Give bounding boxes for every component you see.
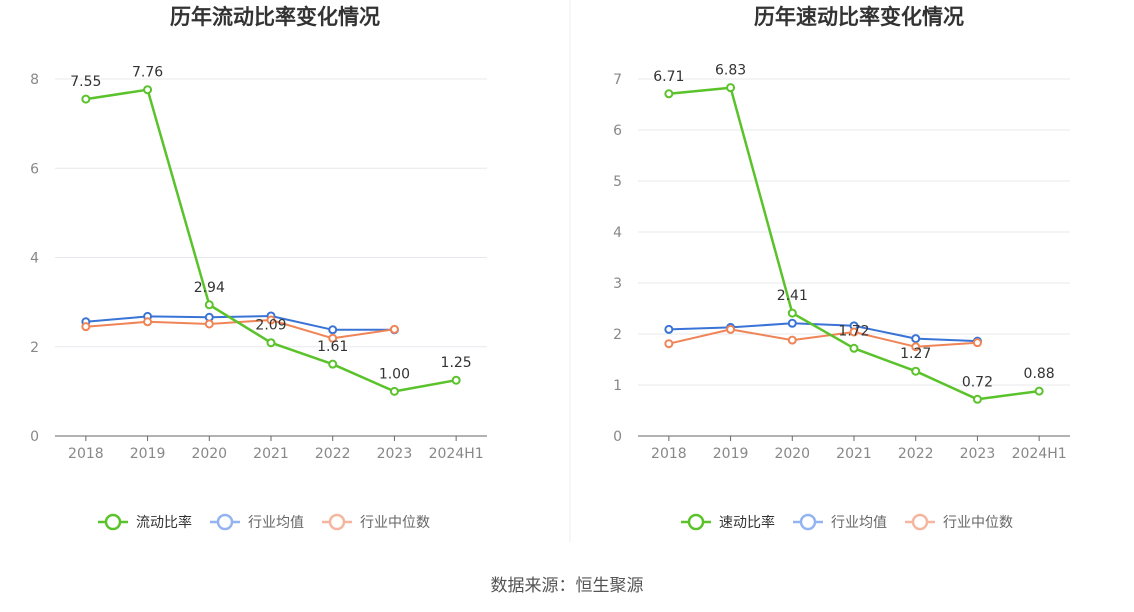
data-point-industry_avg[interactable] xyxy=(911,334,921,344)
legend-circle-icon xyxy=(911,513,929,531)
x-tick-label: 2019 xyxy=(713,446,749,462)
y-tick-label: 6 xyxy=(30,161,39,177)
y-tick-label: 8 xyxy=(30,72,39,88)
data-point-industry_median[interactable] xyxy=(266,315,276,325)
x-tick-label: 2024H1 xyxy=(429,446,484,462)
data-label: 1.72 xyxy=(838,323,869,339)
y-tick-label: 2 xyxy=(30,340,39,356)
series-line-industry_median xyxy=(85,319,395,340)
legend-label: 速动比率 xyxy=(719,514,775,531)
y-tick-label: 2 xyxy=(613,327,622,343)
legend-item-industry_avg[interactable]: 行业均值 xyxy=(210,513,304,531)
legend-item-industry_median[interactable]: 行业中位数 xyxy=(322,513,430,531)
data-point-company[interactable] xyxy=(143,85,153,95)
data-label: 1.25 xyxy=(441,355,472,371)
data-point-industry_avg[interactable] xyxy=(328,325,338,335)
y-tick-label: 3 xyxy=(613,276,622,292)
data-point-company[interactable] xyxy=(726,83,736,93)
data-point-company[interactable] xyxy=(451,375,461,385)
data-point-company[interactable] xyxy=(266,338,276,348)
chart-title: 历年流动比率变化情况 xyxy=(170,5,380,29)
legend-circle-icon xyxy=(687,513,705,531)
legend-label: 行业中位数 xyxy=(360,515,430,531)
legend-circle-icon xyxy=(328,513,346,531)
data-label: 1.27 xyxy=(900,346,931,362)
data-point-company[interactable] xyxy=(911,366,921,376)
y-tick-label: 7 xyxy=(613,72,622,88)
data-point-industry_median[interactable] xyxy=(143,317,153,327)
data-label: 2.09 xyxy=(255,318,286,334)
data-label: 6.71 xyxy=(653,69,684,85)
data-label: 0.72 xyxy=(962,374,993,390)
data-point-industry_median[interactable] xyxy=(911,342,921,352)
data-point-industry_avg[interactable] xyxy=(664,324,674,334)
quick-ratio-chart: 历年速动比率变化情况 0 1 2 3 4 5 6 7 2018 2019 2020 2021 2022 20… xyxy=(613,5,1070,531)
data-label: 0.88 xyxy=(1024,366,1055,382)
legend-item-company[interactable]: 流动比率 xyxy=(98,513,192,531)
data-point-industry_median[interactable] xyxy=(389,324,399,334)
x-tick-label: 2021 xyxy=(836,446,872,462)
data-label: 7.55 xyxy=(70,74,101,90)
data-point-industry_median[interactable] xyxy=(664,339,674,349)
current-ratio-chart: 历年流动比率变化情况 0 2 4 6 8 2018 2019 2020 2021 2022 2023 2… xyxy=(30,5,487,531)
y-tick-label: 1 xyxy=(613,378,622,394)
chart-title: 历年速动比率变化情况 xyxy=(754,5,964,29)
series-line-industry_avg xyxy=(668,322,978,343)
legend-circle-icon xyxy=(216,513,234,531)
x-tick-label: 2022 xyxy=(898,446,934,462)
data-point-industry_median[interactable] xyxy=(81,322,91,332)
data-point-industry_median[interactable] xyxy=(787,335,797,345)
data-point-company[interactable] xyxy=(972,394,982,404)
legend-item-company[interactable]: 速动比率 xyxy=(681,513,775,531)
series-line-industry_avg xyxy=(85,315,395,331)
legend-item-industry_avg[interactable]: 行业均值 xyxy=(793,513,887,531)
data-point-company[interactable] xyxy=(81,94,91,104)
data-point-company[interactable] xyxy=(849,343,859,353)
y-tick-label: 6 xyxy=(613,123,622,139)
data-point-company[interactable] xyxy=(1034,386,1044,396)
y-tick-label: 4 xyxy=(613,225,622,241)
x-tick-label: 2020 xyxy=(774,446,810,462)
legend-label: 流动比率 xyxy=(136,514,192,531)
legend-label: 行业均值 xyxy=(831,515,887,531)
x-tick-label: 2018 xyxy=(68,446,104,462)
y-tick-label: 4 xyxy=(30,251,39,267)
legend-circle-icon xyxy=(104,513,122,531)
data-point-industry_median[interactable] xyxy=(972,338,982,348)
x-tick-label: 2019 xyxy=(130,446,166,462)
series-line-industry_median xyxy=(668,328,978,348)
data-point-company[interactable] xyxy=(328,359,338,369)
data-point-industry_median[interactable] xyxy=(204,319,214,329)
data-point-industry_median[interactable] xyxy=(726,324,736,334)
x-tick-label: 2021 xyxy=(253,446,289,462)
legend-label: 行业中位数 xyxy=(943,515,1013,531)
data-label: 7.76 xyxy=(132,65,163,81)
data-point-company[interactable] xyxy=(389,386,399,396)
data-label: 1.61 xyxy=(317,339,348,355)
y-tick-label: 0 xyxy=(30,429,39,445)
x-tick-label: 2020 xyxy=(191,446,227,462)
x-tick-label: 2024H1 xyxy=(1012,446,1067,462)
data-point-company[interactable] xyxy=(204,300,214,310)
y-tick-label: 0 xyxy=(613,429,622,445)
legend-label: 行业均值 xyxy=(248,515,304,531)
data-point-company[interactable] xyxy=(664,89,674,99)
x-tick-label: 2022 xyxy=(315,446,351,462)
data-point-company[interactable] xyxy=(787,308,797,318)
x-tick-label: 2018 xyxy=(651,446,687,462)
data-label: 2.94 xyxy=(194,280,225,296)
data-point-industry_median[interactable] xyxy=(328,333,338,343)
data-label: 1.00 xyxy=(379,366,410,382)
x-tick-label: 2023 xyxy=(377,446,413,462)
source-note: 数据来源：恒生聚源 xyxy=(491,576,644,596)
legend-circle-icon xyxy=(799,513,817,531)
data-label: 6.83 xyxy=(715,63,746,79)
x-tick-label: 2023 xyxy=(960,446,996,462)
data-point-industry_median[interactable] xyxy=(849,327,859,337)
legend-item-industry_median[interactable]: 行业中位数 xyxy=(905,513,1013,531)
data-label: 2.41 xyxy=(777,288,808,304)
data-point-industry_avg[interactable] xyxy=(787,318,797,328)
y-tick-label: 5 xyxy=(613,174,622,190)
